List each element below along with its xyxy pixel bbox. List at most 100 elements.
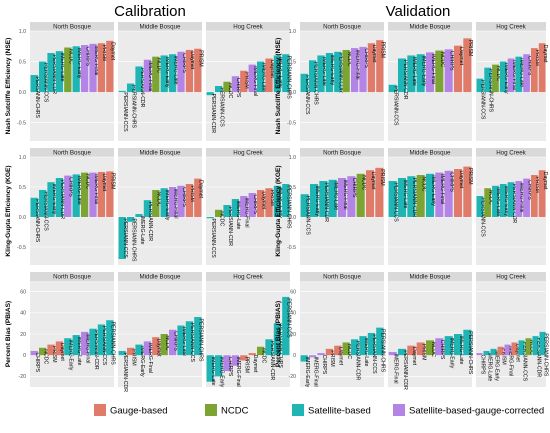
ytick-label-kge-validation: 0.5 — [289, 185, 296, 191]
bar-label-calibration-kge-north-bosque-persiann-cdr: PERSIANN-CDR — [59, 180, 65, 220]
bar-label-validation-nse-middle-bosque-daymet: Daymet — [458, 47, 464, 65]
strip-calibration-pbias-hog-creek — [206, 272, 290, 281]
bar-label-calibration-nse-middle-bosque-persiann-chrs: PERSIANN-CHRS — [130, 85, 136, 128]
bar-label-validation-kge-north-bosque-ncdc: NCDC — [360, 175, 366, 190]
bar-calibration-nse-middle-bosque-persiann-ccs — [118, 90, 126, 93]
strip-validation-pbias-middle-bosque — [388, 272, 472, 281]
bar-validation-nse-hog-creek-chirps — [523, 54, 530, 93]
legend-label-satellite-based: Satellite-based — [308, 406, 371, 417]
bar-validation-pbias-north-bosque-imerg-final — [308, 355, 317, 358]
bar-calibration-nse-hog-creek-chirps — [231, 76, 240, 93]
ylabel-nse-calibration: Nash Sutcliffe Efficiency (NSE) — [5, 38, 12, 135]
bar-label-validation-nse-middle-bosque-imerg-final: IMERG-Final — [430, 54, 436, 84]
ytick-label-nse-calibration: 1.0 — [19, 29, 26, 35]
strip-label-validation-pbias-middle-bosque: Middle Bosque — [410, 274, 451, 281]
bar-calibration-kge-hog-creek-imerg-final — [240, 196, 248, 217]
bar-calibration-nse-north-bosque-chirps — [80, 45, 89, 93]
bar-label-calibration-kge-middle-bosque-persiann-cdr: PERSIANN-CDR — [147, 202, 153, 242]
strip-calibration-kge-north-bosque — [30, 148, 114, 157]
bar-label-validation-pbias-hog-creek-persiann-chrs: PERSIANN-CHRS — [542, 333, 548, 376]
bar-calibration-nse-north-bosque-ncdc — [64, 47, 72, 93]
bar-validation-kge-middle-bosque-prism — [463, 166, 472, 217]
strip-validation-nse-north-bosque — [300, 22, 384, 31]
ytick-label-pbias-calibration: 40 — [20, 311, 26, 317]
strip-label-calibration-kge-middle-bosque: Middle Bosque — [140, 150, 181, 157]
bar-validation-nse-middle-bosque-prism — [463, 38, 472, 93]
bar-validation-pbias-hog-creek-imerg-late — [483, 350, 490, 356]
bar-validation-kge-hog-creek-persiann-cdr — [507, 182, 515, 217]
bar-validation-kge-hog-creek-persiann-ccs — [476, 196, 484, 217]
bar-validation-pbias-north-bosque-persiann-chrs — [376, 327, 384, 356]
bar-calibration-nse-hog-creek-daymet — [265, 58, 273, 93]
bar-label-validation-kge-middle-bosque-daymet: Daymet — [458, 171, 464, 189]
bar-validation-pbias-hog-creek-persiann-ccs — [518, 340, 525, 356]
bar-calibration-nse-hog-creek-persiann-chrs — [282, 54, 290, 93]
strip-label-validation-nse-middle-bosque: Middle Bosque — [410, 24, 451, 31]
bar-label-validation-pbias-middle-bosque-persiann-chrs: PERSIANN-CHRS — [467, 331, 473, 374]
bar-label-calibration-pbias-hog-creek-imerg-final: IMERG-Final — [235, 357, 241, 387]
bar-calibration-pbias-north-bosque-persiann-cdr — [89, 328, 97, 356]
ytick-label-kge-calibration: 0.0 — [19, 215, 26, 221]
bar-calibration-nse-hog-creek-imerg-final — [248, 64, 256, 93]
bar-validation-nse-north-bosque-daymet — [367, 43, 376, 93]
bar-calibration-kge-north-bosque-daymet — [97, 172, 106, 217]
bar-label-calibration-pbias-north-bosque-imerg-late: IMERG-Late — [76, 337, 82, 366]
legend-swatch-satellite-based — [292, 404, 304, 416]
bar-calibration-nse-middle-bosque-persiann-cdr — [135, 66, 143, 93]
bar-label-calibration-nse-north-bosque-persiann-ccs: PERSIANN-CCS — [42, 63, 48, 103]
bar-label-calibration-kge-hog-creek-persiann-ccs: PERSIANN-CCS — [210, 219, 216, 259]
bar-label-validation-kge-north-bosque-prism: PRISM — [379, 169, 385, 185]
bar-validation-kge-north-bosque-imerg-final — [337, 178, 347, 217]
bar-calibration-pbias-middle-bosque-prism — [126, 347, 135, 356]
section-title-validation: Validation — [386, 3, 451, 20]
bar-calibration-kge-middle-bosque-imerg-final — [168, 187, 177, 217]
bar-label-validation-pbias-north-bosque-persiann-cdr: PERSIANN-CDR — [354, 341, 360, 381]
bar-calibration-kge-north-bosque-persiann-chrs — [30, 197, 38, 217]
bar-label-calibration-pbias-hog-creek-ncdc: NCDC — [260, 348, 266, 363]
bar-label-validation-pbias-hog-creek-prism: PRISM — [500, 348, 506, 364]
bar-validation-nse-middle-bosque-persiann-cdr — [397, 58, 407, 93]
bar-label-validation-nse-north-bosque-persiann-cdr: PERSIANN-CDR — [338, 53, 344, 93]
ytick-label-pbias-validation: 0 — [293, 353, 296, 359]
bar-validation-pbias-north-bosque-persiann-ccs — [367, 332, 376, 356]
strip-label-calibration-kge-hog-creek: Hog Creek — [233, 150, 263, 157]
bar-validation-nse-north-bosque-prism — [376, 40, 384, 93]
strip-label-calibration-nse-hog-creek: Hog Creek — [233, 24, 263, 31]
strip-validation-nse-middle-bosque — [388, 22, 472, 31]
strip-label-validation-nse-hog-creek: Hog Creek — [496, 24, 526, 31]
ytick-label-pbias-validation: 60 — [290, 289, 296, 295]
bar-calibration-pbias-middle-bosque-persiann-cdr — [118, 350, 126, 356]
bar-validation-nse-hog-creek-prism — [530, 48, 538, 93]
strip-calibration-kge-hog-creek — [206, 148, 290, 157]
bar-calibration-pbias-north-bosque-prism — [47, 344, 55, 356]
bar-label-validation-nse-hog-creek-ncdc: NCDC — [495, 66, 501, 81]
bar-label-calibration-kge-middle-bosque-persiann-ccs: PERSIANN-CCS — [122, 219, 128, 259]
bar-validation-nse-north-bosque-persiann-ccs — [300, 73, 308, 93]
bar-label-validation-kge-north-bosque-imerg-late: IMERG-Late — [332, 181, 338, 210]
bar-label-calibration-nse-hog-creek-chirps: CHIRPS — [235, 78, 241, 98]
strip-label-validation-pbias-hog-creek: Hog Creek — [496, 274, 526, 281]
ylabel-pbias-calibration: Percent Bias (PBIAS) — [5, 301, 12, 367]
bar-label-validation-kge-hog-creek-prism: PRISM — [534, 177, 540, 193]
bar-calibration-nse-hog-creek-imerg-late — [256, 61, 265, 93]
bar-label-validation-nse-hog-creek-imerg-early: IMERG-Early — [503, 63, 509, 94]
ytick-label-nse-validation: 0.5 — [289, 59, 296, 65]
bar-calibration-pbias-north-bosque-chirps — [30, 350, 38, 356]
ytick-label-pbias-validation: -20 — [289, 374, 297, 380]
bar-calibration-kge-north-bosque-ncdc — [80, 172, 89, 217]
bar-calibration-nse-north-bosque-daymet — [106, 40, 114, 93]
bar-validation-kge-middle-bosque-chirps — [444, 170, 453, 217]
bar-label-validation-pbias-north-bosque-chirps: CHIRPS — [321, 355, 327, 375]
strip-validation-kge-hog-creek — [476, 148, 546, 157]
bar-label-calibration-pbias-north-bosque-persiann-ccs: PERSIANN-CCS — [101, 326, 107, 366]
bar-label-validation-pbias-north-bosque-imerg-final: IMERG-Final — [312, 357, 318, 387]
bar-label-validation-kge-hog-creek-imerg-early: IMERG-Early — [503, 186, 509, 217]
bar-calibration-kge-hog-creek-imerg-early — [273, 185, 282, 217]
bar-validation-kge-hog-creek-daymet — [538, 170, 546, 217]
bar-label-validation-pbias-hog-creek-persiann-ccs: PERSIANN-CCS — [521, 342, 527, 382]
bar-label-validation-nse-hog-creek-imerg-late: IMERG-Late — [519, 58, 525, 87]
bar-label-calibration-nse-north-bosque-imerg-final: IMERG-Final — [93, 45, 99, 75]
bar-label-calibration-pbias-north-bosque-imerg-early: IMERG-Early — [68, 340, 74, 371]
bar-validation-pbias-middle-bosque-daymet — [407, 345, 416, 356]
bar-calibration-pbias-middle-bosque-ncdc — [160, 334, 168, 356]
